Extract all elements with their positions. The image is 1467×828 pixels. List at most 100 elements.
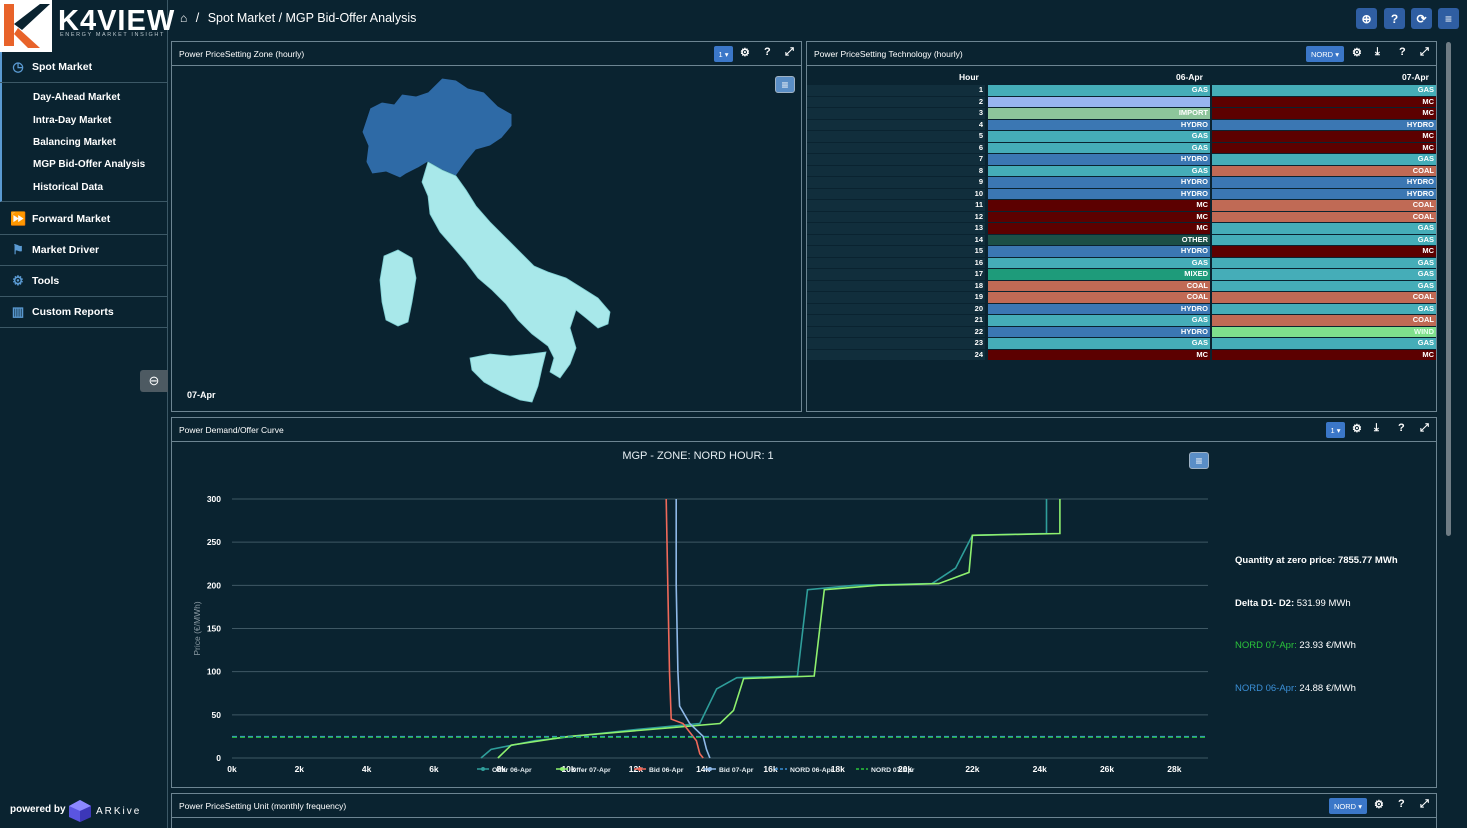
x-tick-label: 22k <box>965 764 979 774</box>
curve-hour-select[interactable]: 1 ▾ <box>1326 422 1345 438</box>
help-icon[interactable]: ? <box>1398 798 1405 810</box>
download-icon[interactable]: ⤓ <box>1375 46 1380 58</box>
help-icon[interactable]: ? <box>1398 422 1405 434</box>
technology-zone-value: NORD <box>1311 49 1334 59</box>
y-tick-label: 150 <box>207 624 221 634</box>
gear-icon[interactable]: ⚙ <box>1352 423 1362 435</box>
tech-cell-06-apr: GAS <box>988 165 1210 176</box>
zone-panel-header: Power PriceSetting Zone (hourly) 1 ▾ ⚙ ?… <box>172 42 801 66</box>
hamburger-icon: ≡ <box>781 77 789 92</box>
nav-balancing[interactable]: Balancing Market <box>33 137 116 148</box>
arkive-brand: ARKive <box>96 806 142 817</box>
page-scrollbar[interactable] <box>1446 42 1451 536</box>
breadcrumb-separator: / <box>195 11 200 25</box>
nav-forward-market[interactable]: ⏩ Forward Market <box>0 204 168 235</box>
map-zone-south[interactable] <box>421 161 611 379</box>
legend-item-0[interactable]: Offer 06-Apr <box>492 767 532 774</box>
zone-panel: Power PriceSetting Zone (hourly) 1 ▾ ⚙ ?… <box>171 41 802 412</box>
collapse-sidebar-button[interactable]: ⊖ <box>140 370 168 392</box>
tech-cell-07-apr: COAL <box>1212 211 1436 222</box>
table-row: 18 COAL GAS <box>807 280 1437 293</box>
hour-cell: 2 <box>807 96 985 107</box>
legend-marker-1 <box>560 767 564 771</box>
hour-cell: 20 <box>807 303 985 314</box>
help-icon[interactable]: ? <box>764 46 771 58</box>
hour-cell: 15 <box>807 246 985 257</box>
menu-button[interactable]: ≡ <box>1438 8 1459 29</box>
unit-panel-header: Power PriceSetting Unit (monthly frequen… <box>172 794 1436 818</box>
map-zone-nord[interactable] <box>361 77 513 179</box>
y-axis-label: Price (€/MWh) <box>192 601 202 655</box>
hour-cell: 9 <box>807 177 985 188</box>
nav-tools[interactable]: ⚙ Tools <box>0 266 168 297</box>
expand-icon[interactable]: ⤢ <box>1420 798 1429 810</box>
zone-panel-title: Power PriceSetting Zone (hourly) <box>179 48 305 59</box>
unit-zone-select[interactable]: NORD ▾ <box>1329 798 1367 814</box>
table-row: 3 IMPORT MC <box>807 108 1437 120</box>
tech-cell-06-apr: MC <box>988 349 1210 360</box>
zone-hour-select[interactable]: 1 ▾ <box>714 46 733 62</box>
legend-item-3[interactable]: Bid 07-Apr <box>719 767 754 774</box>
tech-cell-07-apr: COAL <box>1212 200 1436 211</box>
x-tick-label: 4k <box>362 764 372 774</box>
nav-mgp-bid-offer[interactable]: MGP Bid-Offer Analysis <box>33 159 146 170</box>
table-row: 22 HYDRO WIND <box>807 326 1437 339</box>
gear-icon[interactable]: ⚙ <box>740 47 750 59</box>
technology-panel: Power PriceSetting Technology (hourly) N… <box>806 41 1437 412</box>
table-row: 23 GAS GAS <box>807 338 1437 350</box>
tech-cell-06-apr: GAS <box>988 338 1210 349</box>
hour-cell: 1 <box>807 85 985 96</box>
unit-panel-title: Power PriceSetting Unit (monthly frequen… <box>179 800 347 811</box>
expand-icon[interactable]: ⤢ <box>1420 422 1429 434</box>
gear-icon[interactable]: ⚙ <box>1374 799 1384 811</box>
hour-cell: 21 <box>807 315 985 326</box>
table-row: 9 HYDRO HYDRO <box>807 177 1437 189</box>
table-row: 12 MC COAL <box>807 211 1437 224</box>
table-row: 16 GAS GAS <box>807 257 1437 270</box>
stat-q0-label: Quantity at zero price: <box>1235 555 1336 566</box>
map-menu-button[interactable]: ≡ <box>775 76 795 93</box>
tech-cell-06-apr: COAL <box>988 280 1210 291</box>
x-tick-label: 10k <box>561 764 575 774</box>
refresh-button[interactable]: ⟳ <box>1411 8 1432 29</box>
help-button[interactable]: ? <box>1384 8 1405 29</box>
gear-icon[interactable]: ⚙ <box>1352 47 1362 59</box>
y-tick-label: 100 <box>207 667 221 677</box>
legend-item-5[interactable]: NORD 07-Apr <box>871 767 915 774</box>
expand-icon[interactable]: ⤢ <box>1420 46 1429 58</box>
nav-custom-reports[interactable]: ▥ Custom Reports <box>0 297 168 328</box>
help-icon[interactable]: ? <box>1399 46 1406 58</box>
map-zone-sicily[interactable] <box>469 351 547 403</box>
map-zone-sardinia[interactable] <box>379 249 417 327</box>
nav-historical[interactable]: Historical Data <box>33 182 104 193</box>
stat-nord-06: NORD 06-Apr: 24.88 €/MWh <box>1235 683 1356 694</box>
nav-spot-market[interactable]: ◷ Spot Market <box>0 52 168 83</box>
chart-menu-button[interactable]: ≡ <box>1189 452 1209 469</box>
tech-cell-07-apr: GAS <box>1212 223 1436 234</box>
legend-item-1[interactable]: Offer 07-Apr <box>571 767 611 774</box>
technology-zone-select[interactable]: NORD ▾ <box>1306 46 1344 62</box>
tech-cell-06-apr: HYDRO <box>988 188 1210 199</box>
home-icon[interactable]: ⌂ <box>180 11 188 25</box>
hour-cell: 19 <box>807 292 985 303</box>
legend-item-2[interactable]: Bid 06-Apr <box>649 767 684 774</box>
download-icon[interactable]: ⤓ <box>1374 422 1379 434</box>
logo[interactable]: K4VIEW ENERGY MARKET INSIGHT <box>0 0 174 52</box>
tech-cell-07-apr: HYDRO <box>1212 119 1436 130</box>
nav-intra-day[interactable]: Intra-Day Market <box>33 115 112 126</box>
hour-cell: 7 <box>807 154 985 165</box>
tech-cell-07-apr: GAS <box>1212 303 1436 314</box>
tech-cell-07-apr: HYDRO <box>1212 177 1436 188</box>
expand-icon[interactable]: ⤢ <box>785 46 794 58</box>
nav-forward-label: Forward Market <box>32 213 111 225</box>
table-row: 24 MC MC <box>807 349 1437 362</box>
legend-item-4[interactable]: NORD 06-Apr <box>790 767 834 774</box>
add-button[interactable]: ⊕ <box>1356 8 1377 29</box>
tech-cell-06-apr: OTHER <box>988 234 1210 245</box>
signpost-icon: ⚑ <box>12 242 24 257</box>
zone-hour-value: 1 <box>718 49 723 59</box>
nav-day-ahead[interactable]: Day-Ahead Market <box>33 92 121 103</box>
hamburger-icon: ≡ <box>1195 453 1203 468</box>
nav-market-driver[interactable]: ⚑ Market Driver <box>0 235 168 266</box>
